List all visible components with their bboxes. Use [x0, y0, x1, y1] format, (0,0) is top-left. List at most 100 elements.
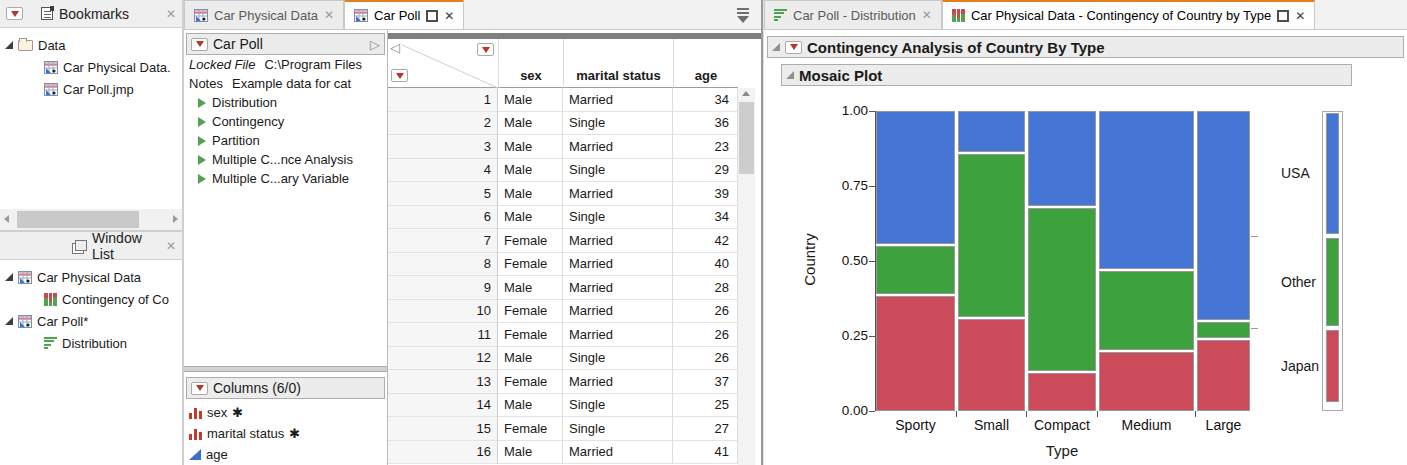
- analysis-menu-button[interactable]: [785, 41, 802, 54]
- mosaic-segment-other-large[interactable]: [1197, 322, 1250, 338]
- rows-corner-menu-button[interactable]: [391, 69, 408, 82]
- bookmarks-folder-row[interactable]: Data: [0, 34, 182, 56]
- cell-age[interactable]: 28: [673, 276, 738, 300]
- scroll-left-icon[interactable]: [4, 215, 9, 223]
- cell-sex[interactable]: Female: [498, 323, 563, 347]
- cell-age[interactable]: 26: [673, 300, 738, 324]
- cell-mar[interactable]: Single: [563, 159, 673, 183]
- run-script-icon[interactable]: [198, 174, 206, 184]
- window-row-car-poll[interactable]: Car Poll*: [0, 310, 182, 332]
- mosaic-segment-japan-compact[interactable]: [1028, 373, 1096, 411]
- column-header-marital-status[interactable]: marital status: [563, 39, 673, 88]
- cell-num[interactable]: 6: [388, 206, 498, 230]
- script-row-contingency[interactable]: Contingency: [186, 112, 385, 131]
- tab-contingency-report[interactable]: Car Physical Data - Contingency of Count…: [942, 0, 1315, 29]
- cell-mar[interactable]: Married: [563, 441, 673, 465]
- panel-splitter[interactable]: [184, 366, 387, 372]
- bookmark-file-row[interactable]: Car Poll.jmp: [0, 78, 182, 100]
- expand-triangle-icon[interactable]: [5, 273, 13, 281]
- tab-overflow-icon[interactable]: [737, 8, 749, 23]
- cell-mar[interactable]: Married: [563, 229, 673, 253]
- cell-num[interactable]: 3: [388, 135, 498, 159]
- table-row[interactable]: 10FemaleMarried26: [388, 300, 738, 324]
- table-row[interactable]: 14MaleSingle25: [388, 394, 738, 418]
- cell-mar[interactable]: Married: [563, 323, 673, 347]
- mosaic-segment-other-medium[interactable]: [1099, 271, 1194, 349]
- column-header-age[interactable]: age: [673, 39, 738, 88]
- mosaic-segment-usa-sporty[interactable]: [876, 111, 955, 244]
- table-row[interactable]: 16MaleMarried41: [388, 441, 738, 465]
- table-row[interactable]: 4MaleSingle29: [388, 159, 738, 183]
- cell-mar[interactable]: Married: [563, 182, 673, 206]
- table-menu-button[interactable]: [191, 38, 208, 51]
- cell-sex[interactable]: Female: [498, 370, 563, 394]
- cell-age[interactable]: 23: [673, 135, 738, 159]
- cell-age[interactable]: 29: [673, 159, 738, 183]
- mosaic-segment-usa-compact[interactable]: [1028, 111, 1096, 206]
- bookmarks-horizontal-scrollbar[interactable]: [0, 209, 182, 230]
- cell-sex[interactable]: Male: [498, 206, 563, 230]
- tab-car-poll-distribution[interactable]: Car Poll - Distribution ✕: [764, 0, 942, 29]
- columns-corner-menu-button[interactable]: [477, 43, 494, 56]
- cell-mar[interactable]: Single: [563, 112, 673, 136]
- margin-segment-usa[interactable]: [1326, 113, 1339, 234]
- cell-num[interactable]: 8: [388, 253, 498, 277]
- cell-mar[interactable]: Married: [563, 370, 673, 394]
- cell-age[interactable]: 37: [673, 370, 738, 394]
- table-row[interactable]: 9MaleMarried28: [388, 276, 738, 300]
- run-script-icon[interactable]: [198, 136, 206, 146]
- cell-age[interactable]: 27: [673, 417, 738, 441]
- cell-num[interactable]: 14: [388, 394, 498, 418]
- scrollbar-thumb[interactable]: [739, 102, 754, 174]
- table-row[interactable]: 2MaleSingle36: [388, 112, 738, 136]
- cell-sex[interactable]: Male: [498, 135, 563, 159]
- cell-mar[interactable]: Married: [563, 276, 673, 300]
- script-row-multiple-2[interactable]: Multiple C...ary Variable: [186, 169, 385, 188]
- column-item-age[interactable]: age: [186, 444, 385, 465]
- column-item-marital-status[interactable]: marital status ✱: [186, 423, 385, 444]
- scroll-right-icon[interactable]: [173, 215, 178, 223]
- cell-num[interactable]: 11: [388, 323, 498, 347]
- cell-age[interactable]: 36: [673, 112, 738, 136]
- cell-num[interactable]: 5: [388, 182, 498, 206]
- cell-num[interactable]: 16: [388, 441, 498, 465]
- cell-num[interactable]: 2: [388, 112, 498, 136]
- cell-sex[interactable]: Male: [498, 182, 563, 206]
- mosaic-segment-usa-small[interactable]: [958, 111, 1025, 152]
- table-row[interactable]: 7FemaleMarried42: [388, 229, 738, 253]
- table-row[interactable]: 8FemaleMarried40: [388, 253, 738, 277]
- run-script-icon[interactable]: [198, 98, 206, 108]
- cell-sex[interactable]: Male: [498, 394, 563, 418]
- cell-mar[interactable]: Married: [563, 135, 673, 159]
- run-script-icon[interactable]: [198, 117, 206, 127]
- cell-num[interactable]: 9: [388, 276, 498, 300]
- expand-triangle-icon[interactable]: [5, 317, 13, 325]
- grid-vertical-scrollbar[interactable]: [738, 88, 755, 465]
- mosaic-segment-japan-medium[interactable]: [1099, 352, 1194, 411]
- table-row[interactable]: 11FemaleMarried26: [388, 323, 738, 347]
- cell-mar[interactable]: Married: [563, 88, 673, 112]
- window-list-close-icon[interactable]: ✕: [166, 240, 176, 252]
- tab-close-icon[interactable]: ✕: [324, 9, 334, 21]
- cell-sex[interactable]: Female: [498, 229, 563, 253]
- window-row-contingency[interactable]: Contingency of Co: [0, 288, 182, 310]
- scroll-up-icon[interactable]: [742, 91, 750, 96]
- mosaic-segment-other-sporty[interactable]: [876, 246, 955, 293]
- cell-sex[interactable]: Male: [498, 347, 563, 371]
- cell-sex[interactable]: Female: [498, 417, 563, 441]
- margin-segment-other[interactable]: [1326, 238, 1339, 326]
- cell-mar[interactable]: Married: [563, 253, 673, 277]
- bookmarks-menu-button[interactable]: [6, 7, 23, 20]
- cell-age[interactable]: 34: [673, 206, 738, 230]
- cell-num[interactable]: 7: [388, 229, 498, 253]
- columns-menu-button[interactable]: [191, 382, 208, 395]
- window-row-distribution[interactable]: Distribution: [0, 332, 182, 354]
- column-item-sex[interactable]: sex ✱: [186, 402, 385, 423]
- mosaic-segment-japan-large[interactable]: [1197, 340, 1250, 411]
- mosaic-segment-other-compact[interactable]: [1028, 208, 1096, 371]
- table-row[interactable]: 3MaleMarried23: [388, 135, 738, 159]
- cell-num[interactable]: 13: [388, 370, 498, 394]
- cell-age[interactable]: 34: [673, 88, 738, 112]
- cell-age[interactable]: 26: [673, 323, 738, 347]
- cell-mar[interactable]: Single: [563, 347, 673, 371]
